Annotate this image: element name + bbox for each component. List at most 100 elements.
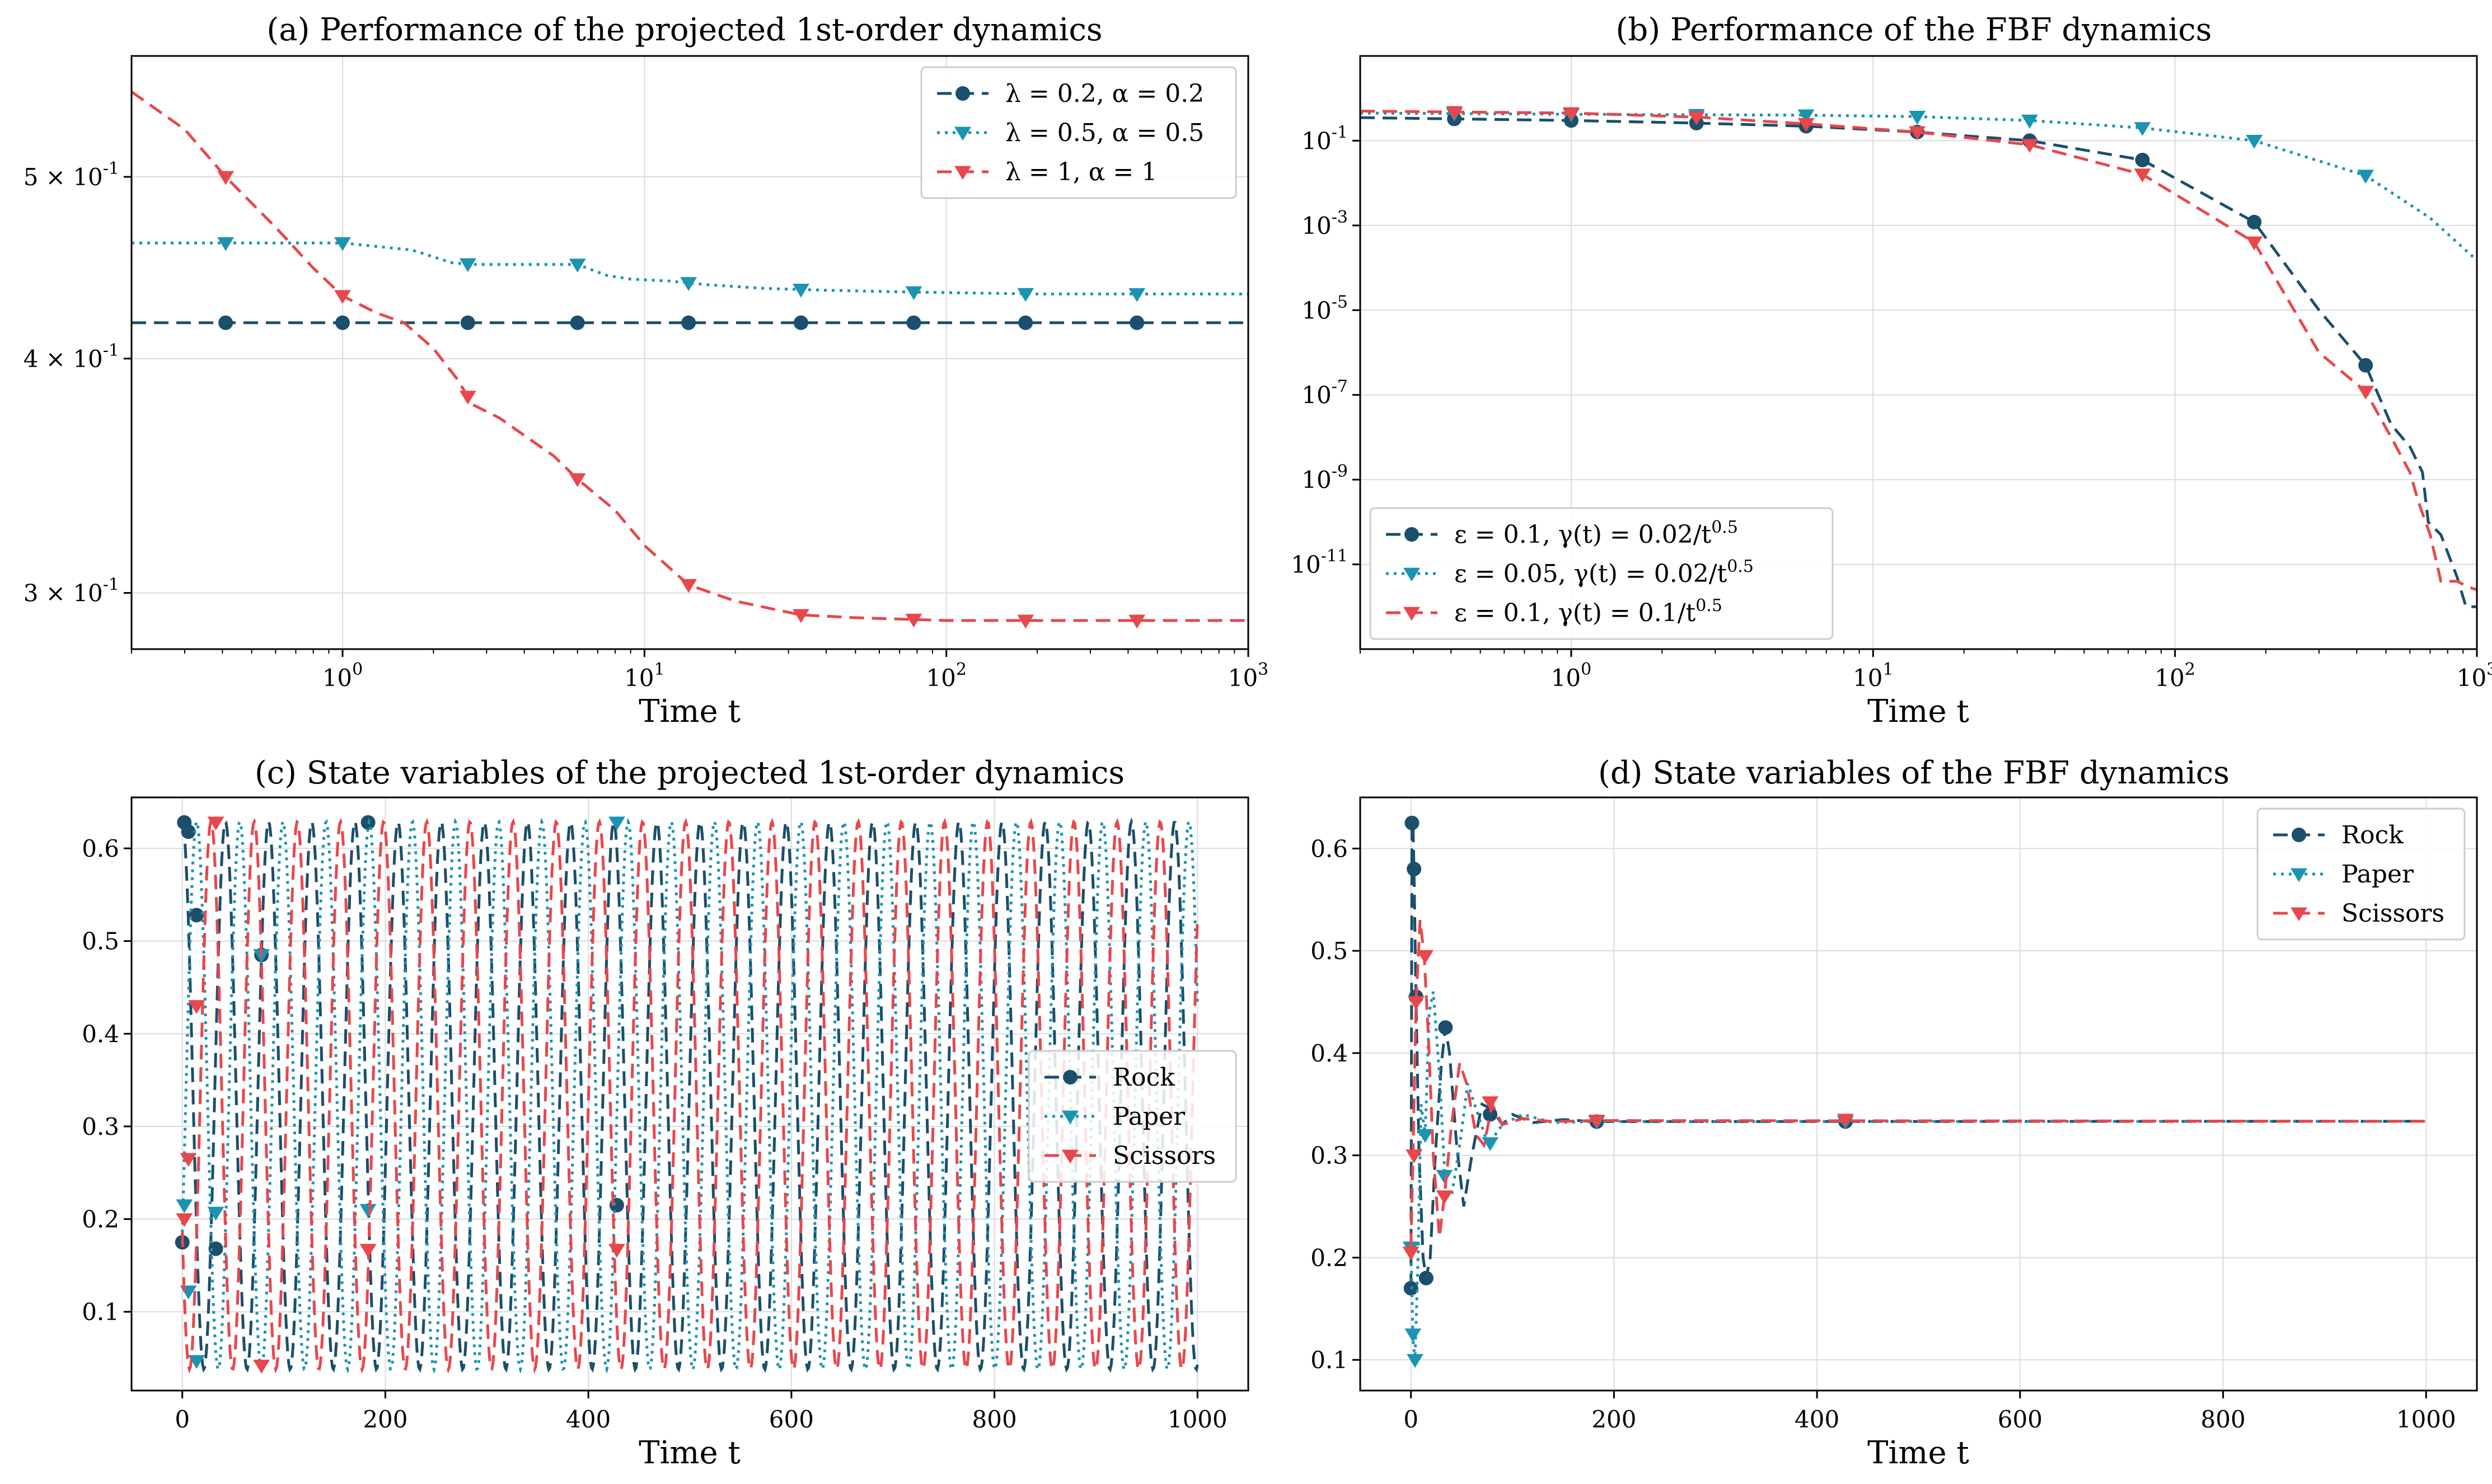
legend-marker (1062, 1149, 1079, 1164)
legend-label: λ = 0.2, α = 0.2 (1005, 79, 1204, 108)
legend-box (920, 66, 1237, 199)
x-tick-label: 800 (2201, 1406, 2246, 1433)
panel-b-frame (1359, 55, 2478, 650)
x-tick-label: 400 (566, 1406, 611, 1433)
data-point (1128, 288, 1146, 302)
data-point (1588, 1115, 1605, 1129)
data-point (1017, 614, 1034, 629)
legend: λ = 0.2, α = 0.2 λ = 0.5, α = 0.5 λ = 1, α… (920, 66, 1237, 199)
data-point (335, 315, 350, 330)
x-tick-label: 100 (1551, 660, 1592, 692)
legend-label-exp: 0.5 (1711, 518, 1738, 537)
y-tick-label: 5 × 10-1 (24, 159, 119, 191)
x-tick-label: 102 (926, 660, 967, 692)
legend-item: Scissors (2273, 899, 2444, 928)
legend: ε = 0.1, γ(t) = 0.02/t0.5ε = 0.05, γ(t) … (1369, 507, 1834, 640)
y-tick-label-exp: -3 (1332, 208, 1348, 227)
legend-box (1028, 1050, 1237, 1183)
x-tick-label-base: 10 (1228, 664, 1258, 692)
series--0-5-0-5 (132, 237, 1248, 302)
data-point (680, 277, 697, 291)
x-tick-label: 800 (972, 1406, 1017, 1433)
y-tick-label: 0.4 (1310, 1040, 1348, 1067)
y-tick-label-exp: -1 (103, 575, 119, 595)
y-tick-label-base: 10 (1301, 466, 1331, 494)
y-tick-label-exp: -11 (1321, 547, 1348, 566)
legend-label-base: λ = 1, α = 1 (1005, 158, 1157, 186)
data-point (176, 1213, 193, 1227)
panel-d-title: (d) State variables of the FBF dynamics (1598, 755, 2229, 791)
x-tick-label: 101 (624, 660, 665, 692)
legend-label-base: Scissors (2341, 899, 2444, 928)
data-point (459, 258, 476, 273)
panel-b-title: (b) Performance of the FBF dynamics (1616, 12, 2212, 48)
data-point (2134, 168, 2151, 182)
data-point (176, 1199, 193, 1214)
x-tick-label: 200 (1591, 1406, 1636, 1433)
panel-c-title: (c) State variables of the projected 1st… (255, 755, 1125, 791)
x-tick-label: 103 (2457, 660, 2492, 692)
data-point (208, 1241, 223, 1256)
legend-marker (1403, 607, 1420, 621)
legend-item: λ = 0.5, α = 0.5 (937, 119, 1204, 147)
legend-item: λ = 1, α = 1 (937, 158, 1157, 186)
data-point (793, 609, 809, 623)
x-tick-label: 102 (2154, 660, 2195, 692)
x-tick-label-exp: 2 (2185, 660, 2195, 679)
legend-label-base: λ = 0.5, α = 0.5 (1005, 119, 1204, 147)
data-point (189, 908, 204, 923)
data-point (1407, 861, 1422, 876)
legend-marker (1063, 1070, 1078, 1084)
y-tick-label-base: 10 (1301, 297, 1331, 324)
y-tick-label-base: 4 × 10 (24, 345, 103, 373)
x-tick-label-exp: 0 (1581, 660, 1591, 679)
data-point (217, 237, 235, 251)
y-tick-label-base: 5 × 10 (24, 163, 103, 191)
legend-label: Paper (1113, 1102, 1186, 1131)
series-line (1360, 116, 2477, 608)
data-point (218, 315, 233, 330)
series-line (1409, 991, 2427, 1360)
series-line (181, 817, 1199, 1373)
legend-item: ε = 0.05, γ(t) = 0.02/t0.5 (1386, 557, 1754, 588)
data-point (207, 1206, 224, 1221)
x-tick-label-exp: 1 (654, 660, 665, 679)
legend-label-exp: 0.5 (1695, 596, 1722, 616)
x-tick-label: 600 (1998, 1406, 2043, 1433)
data-point (253, 1359, 270, 1374)
data-point (1418, 1270, 1434, 1285)
data-point (1446, 106, 1463, 120)
x-tick-label-exp: 1 (1883, 660, 1894, 679)
data-point (1404, 1328, 1422, 1342)
x-tick-label: 1000 (2396, 1406, 2456, 1433)
data-point (2357, 170, 2374, 184)
legend-marker (954, 166, 971, 180)
x-tick-label-base: 10 (2457, 664, 2486, 692)
panel-c-frame (130, 796, 1249, 1392)
data-point (1130, 315, 1145, 330)
series-scissors (1402, 920, 2427, 1261)
panel-b: (b) Performance of the FBF dynamics 100 1… (1291, 12, 2492, 730)
legend-marker (1403, 567, 1420, 582)
legend-marker (2292, 828, 2306, 842)
legend-item: Paper (2273, 860, 2414, 889)
y-tick-label: 0.4 (82, 1020, 119, 1048)
data-point (905, 286, 922, 300)
series--0-2-0-2 (132, 315, 1248, 330)
data-point (188, 1000, 205, 1014)
panel-d-frame (1359, 796, 2478, 1392)
x-tick-label: 200 (363, 1406, 407, 1433)
y-tick-label: 3 × 10-1 (24, 575, 119, 607)
y-tick-label: 10-3 (1301, 208, 1348, 239)
data-point (1909, 126, 1926, 140)
x-tick-label-base: 10 (624, 664, 654, 692)
legend-label-base: Rock (2341, 821, 2404, 849)
data-point (570, 315, 585, 330)
series--1-1 (132, 91, 1248, 629)
data-point (207, 816, 224, 831)
data-point (1438, 1020, 1453, 1035)
x-tick-label: 103 (1228, 660, 1269, 692)
y-tick-label: 10-11 (1291, 547, 1348, 579)
legend-marker (954, 126, 971, 141)
y-tick-label: 0.6 (82, 835, 119, 862)
